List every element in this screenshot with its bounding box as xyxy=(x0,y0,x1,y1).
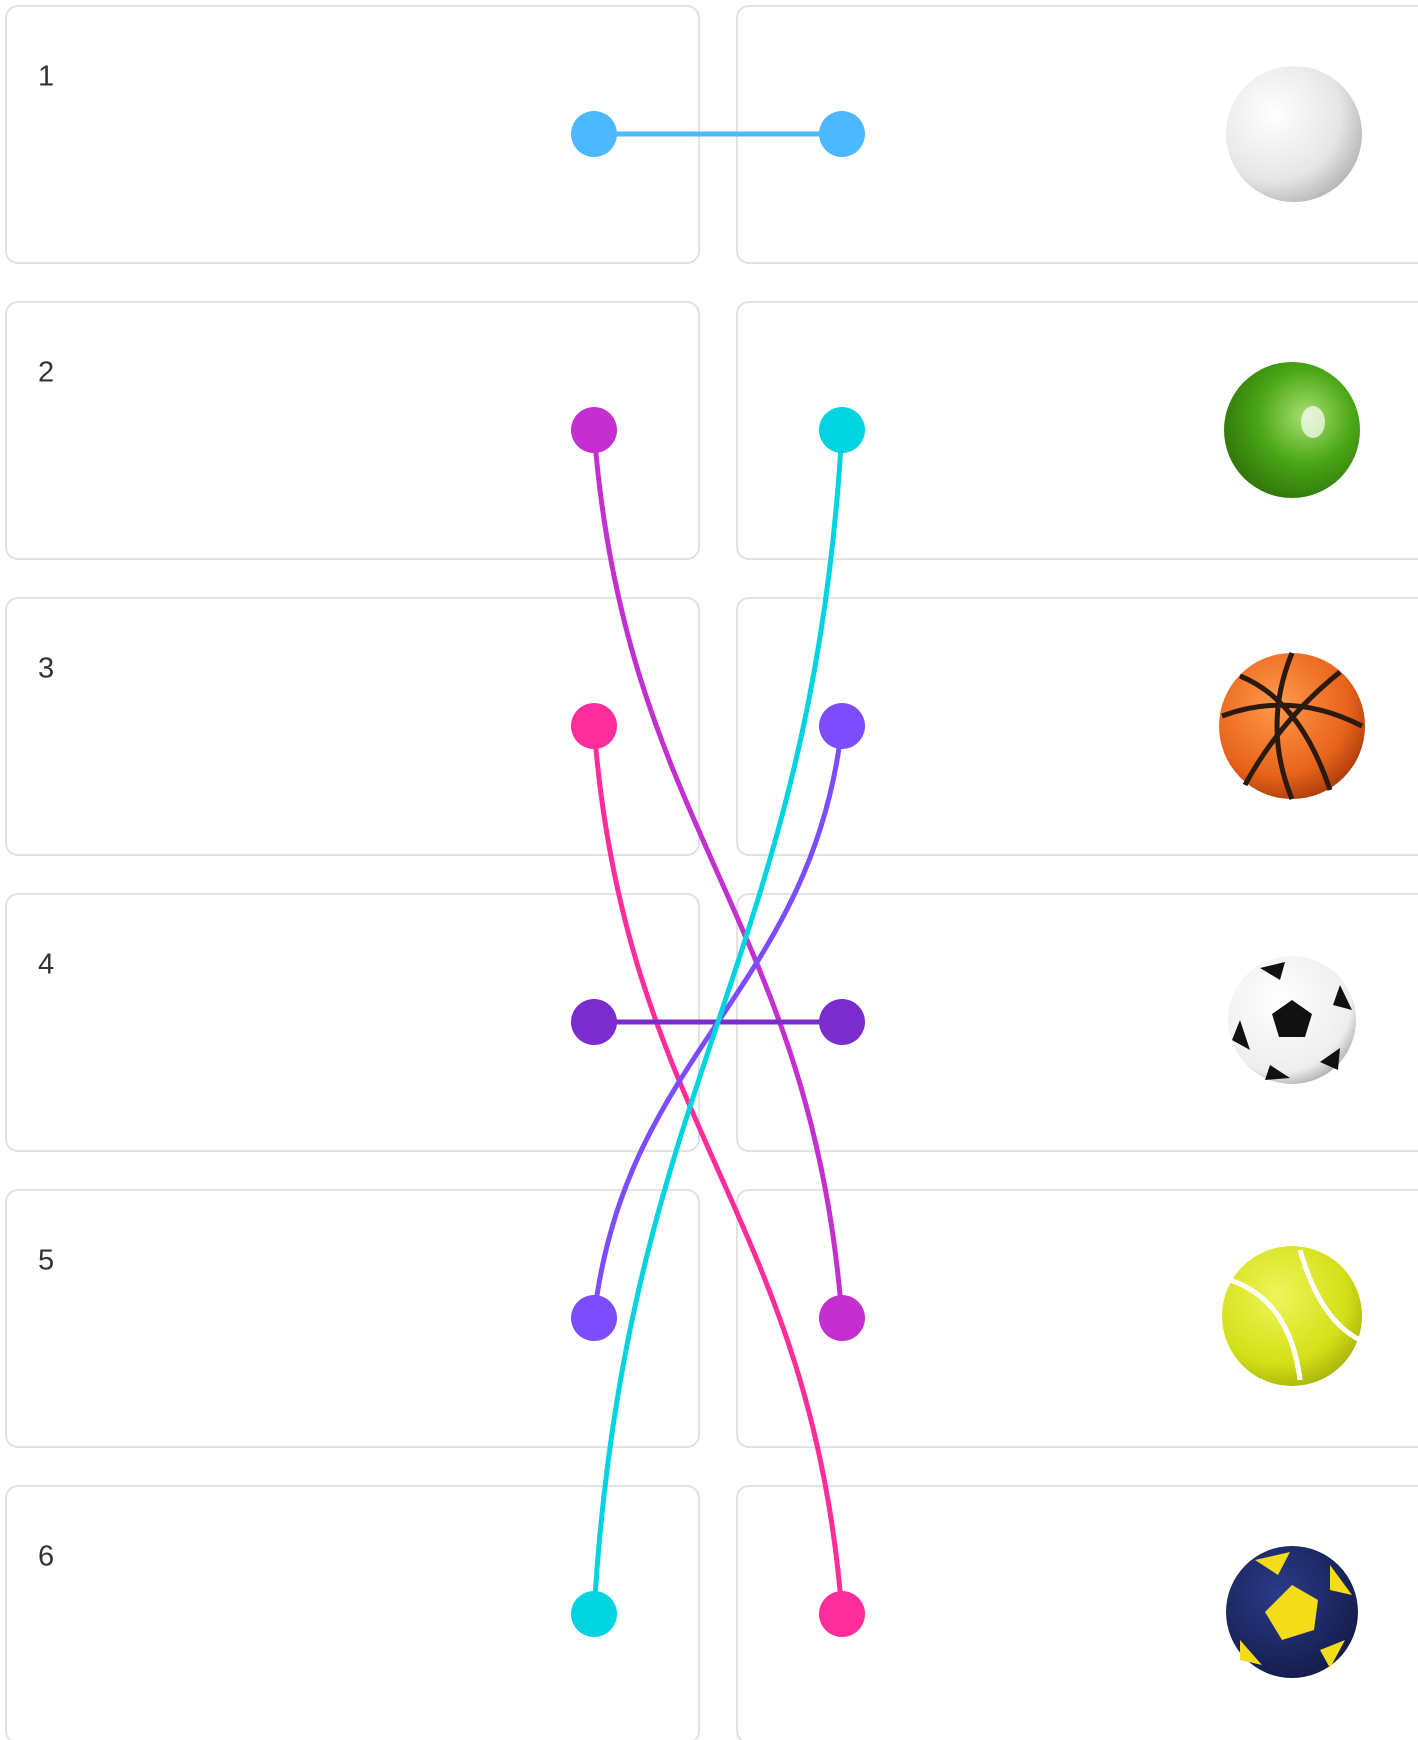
soccer-ball xyxy=(1228,956,1356,1084)
left-dot[interactable] xyxy=(571,1295,617,1341)
cards: 1 2 3 4 5 6 xyxy=(6,6,1418,1740)
right-dot[interactable] xyxy=(819,703,865,749)
left-dot[interactable] xyxy=(571,1591,617,1637)
left-dot[interactable] xyxy=(571,999,617,1045)
basketball xyxy=(1219,653,1365,799)
golf-ball xyxy=(1226,66,1362,202)
green-ball xyxy=(1224,362,1360,498)
matching-screen: 1 2 3 4 5 6 xyxy=(0,0,1418,1740)
item-number: 5 xyxy=(38,1245,54,1277)
matching-canvas: 1 2 3 4 5 6 xyxy=(0,0,1418,1740)
right-dot[interactable] xyxy=(819,1591,865,1637)
handball xyxy=(1226,1546,1358,1678)
left-dot[interactable] xyxy=(571,407,617,453)
right-dot[interactable] xyxy=(819,407,865,453)
right-dot[interactable] xyxy=(819,1295,865,1341)
item-number: 1 xyxy=(38,61,54,93)
item-number: 4 xyxy=(38,949,54,981)
item-number: 2 xyxy=(38,357,54,389)
right-dot[interactable] xyxy=(819,999,865,1045)
item-number: 3 xyxy=(38,653,54,685)
tennis-ball xyxy=(1222,1246,1362,1386)
item-number: 6 xyxy=(38,1541,54,1573)
left-dot[interactable] xyxy=(571,703,617,749)
right-dot[interactable] xyxy=(819,111,865,157)
left-dot[interactable] xyxy=(571,111,617,157)
